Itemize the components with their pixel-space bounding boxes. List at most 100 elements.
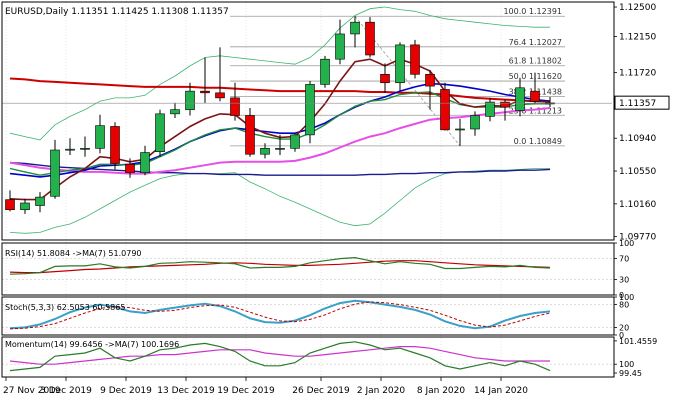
y-tick-label: 100 [619, 360, 634, 369]
x-tick-label: 13 Dec 2019 [157, 386, 215, 396]
bear-candle [200, 90, 210, 94]
bull-candle [515, 87, 525, 111]
price-panel-frame [1, 1, 615, 241]
fib-level-label: 0.0 1.10849 [514, 137, 562, 146]
bear-candle [425, 74, 435, 87]
x-tick-label: 26 Dec 2019 [292, 386, 350, 396]
rsi-panel [2, 256, 612, 280]
rsi-panel-title: RSI(14) 51.8084 ->MA(7) 51.0790 [5, 249, 142, 258]
bear-candle [125, 164, 135, 174]
momentum-panel [2, 341, 612, 372]
rsi-panel-frame [1, 242, 615, 296]
bollinger-lower-line [9, 168, 550, 234]
fib-level-label: 100.0 1.12391 [503, 7, 562, 16]
bull-candle [395, 44, 405, 84]
bull-candle [290, 134, 300, 149]
y-tick-label: 101.4559 [619, 337, 657, 346]
momentum-panel-frame [1, 336, 615, 378]
bear-candle [530, 90, 540, 102]
bear-candle [5, 199, 15, 211]
y-tick-label: 30 [619, 275, 629, 284]
momentum-panel-title: Momentum(14) 99.6456 ->MA(7) 100.1696 [5, 340, 179, 349]
momentum-ma-line [9, 346, 550, 365]
frame-layer [1, 1, 615, 378]
momentum-line [9, 341, 551, 372]
bull-candle [455, 128, 465, 131]
bull-candle [20, 202, 30, 211]
bull-candle [305, 84, 315, 136]
y-tick-label: 99.45 [619, 369, 642, 378]
x-tick-label: 19 Dec 2019 [217, 386, 275, 396]
axis-layer: 1.12500 1.12150 1.11720 1.10940 1.10550 1.101… [3, 3, 670, 396]
ema-red-line [9, 77, 550, 103]
stoch-panel-title: Stoch(5,3,3) 62.5053 60.5865 [5, 303, 125, 312]
y-tick-label: 100 [619, 293, 634, 302]
x-tick-label: 3 Dec 2019 [40, 386, 92, 396]
bear-candle [365, 21, 375, 56]
bull-candle [470, 115, 480, 130]
bear-candle [500, 101, 510, 108]
bull-candle [80, 148, 90, 150]
stoch-panel-frame [1, 296, 615, 336]
ema-brown-line [9, 58, 551, 201]
stoch-panel [2, 299, 612, 330]
y-tick-label: 1.12150 [619, 32, 656, 42]
y-tick-label: 0 [619, 331, 624, 340]
stoch-k-line [9, 299, 551, 330]
ema-blue-line [9, 82, 551, 178]
bear-candle [110, 126, 120, 164]
fib-level-label: 23.6 1.11213 [509, 106, 562, 115]
bull-candle [50, 149, 60, 197]
bollinger-upper-line [9, 6, 550, 141]
bull-candle [155, 113, 165, 152]
bull-candle [170, 109, 180, 115]
y-tick-label: 20 [619, 323, 629, 332]
rsi-line [9, 256, 551, 275]
rsi-ma-line [9, 260, 551, 274]
x-tick-label: 8 Jan 2020 [417, 386, 465, 396]
y-tick-label: 0 [619, 291, 624, 300]
stoch-d-line [9, 301, 551, 330]
y-tick-label: 1.11720 [619, 69, 656, 79]
bull-candle [95, 125, 105, 149]
bull-candle [320, 58, 330, 85]
bull-candle [350, 21, 360, 35]
bull-candle [260, 148, 270, 155]
ema-magenta-line [9, 107, 551, 175]
y-tick-label: 1.10160 [619, 200, 656, 210]
bull-candle [65, 148, 75, 151]
bull-candle [140, 152, 150, 174]
x-tick-label: 27 Nov 2019 [3, 386, 61, 396]
current-price-label: 1.11357 [619, 99, 656, 109]
bear-candle [440, 89, 450, 131]
bear-candle [380, 74, 390, 84]
y-tick-label: 1.10550 [619, 167, 656, 177]
bull-candle [185, 90, 195, 110]
x-tick-label: 2 Jan 2020 [357, 386, 405, 396]
y-tick-label: 70 [619, 255, 629, 264]
fib-level-label: 76.4 1.12027 [509, 38, 562, 47]
x-tick-label: 9 Dec 2019 [100, 386, 152, 396]
bull-candle [335, 33, 345, 60]
bear-candle [410, 44, 420, 75]
y-tick-label: 100 [619, 239, 634, 248]
bear-candle [230, 97, 240, 116]
bull-candle [485, 101, 495, 117]
bull-candle [35, 196, 45, 206]
current-price-box [614, 95, 670, 110]
y-tick-label: 1.12500 [619, 3, 656, 13]
y-tick-label: 80 [619, 301, 629, 310]
price-panel-title: EURUSD,Daily 1.11351 1.11425 1.11308 1.1… [5, 7, 229, 17]
grid-layer [5, 2, 502, 377]
bear-candle [245, 115, 255, 155]
y-tick-label: 1.10940 [619, 134, 656, 144]
x-tick-label: 14 Jan 2020 [474, 386, 528, 396]
ma-long-line [9, 161, 551, 176]
bull-candle [275, 148, 285, 150]
y-tick-label: 1.09770 [619, 233, 656, 243]
bear-candle [215, 92, 225, 99]
fib-level-label: 61.8 1.11802 [509, 57, 562, 66]
